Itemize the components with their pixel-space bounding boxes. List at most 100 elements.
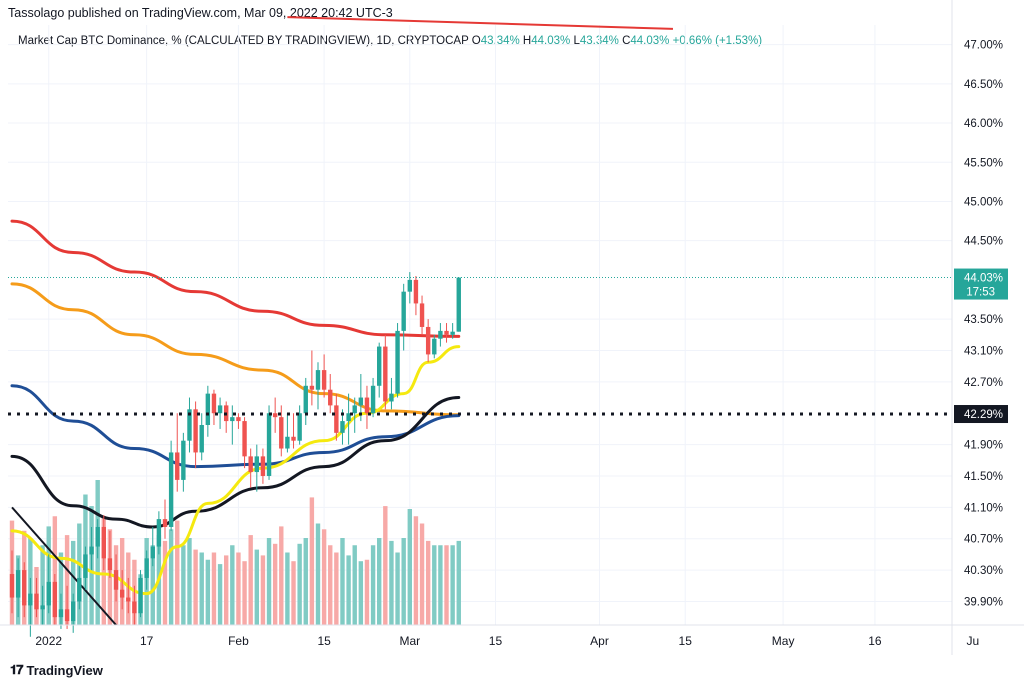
candle-body — [46, 581, 51, 606]
volume-bar — [193, 549, 198, 625]
volume-bar — [413, 516, 419, 625]
volume-bar — [230, 545, 235, 625]
volume-bar — [425, 540, 431, 625]
last-price-badge — [954, 268, 1008, 300]
volume-bar — [272, 543, 278, 625]
candle-body — [419, 303, 425, 327]
volume-bar — [358, 561, 364, 625]
candle-body — [199, 425, 204, 453]
y-tick-label: 46.50% — [964, 79, 1003, 91]
volume-bar — [224, 555, 229, 625]
candle-body — [175, 452, 180, 480]
volume-bar — [236, 552, 241, 625]
x-tick-label: Mar — [399, 634, 420, 648]
low-label: L — [573, 35, 580, 47]
candle-body — [328, 389, 333, 406]
volume-bar — [456, 540, 461, 625]
candle-body — [444, 330, 449, 335]
candle-body — [34, 593, 39, 610]
candle-body — [150, 546, 155, 559]
candle-body — [217, 405, 223, 414]
tradingview-logo-icon[interactable]: 𝟏𝟕 — [10, 662, 24, 677]
volume-bar — [321, 529, 327, 625]
volume-bar — [395, 552, 400, 625]
volume-bar — [315, 523, 321, 625]
close-label: C — [622, 35, 631, 47]
candle-body — [107, 558, 113, 571]
candle-body — [456, 277, 461, 332]
x-tick-label: 17 — [140, 634, 154, 648]
candle-body — [266, 413, 272, 476]
candle-body — [52, 581, 58, 618]
candle-body — [181, 440, 186, 480]
candle-body — [340, 421, 345, 433]
candle-body — [211, 393, 217, 414]
candle-body — [101, 526, 106, 559]
trend-line — [11, 506, 117, 626]
volume-bar — [260, 555, 266, 625]
candle-body — [22, 570, 27, 606]
volume-bar — [303, 538, 308, 625]
y-tick-label: 41.50% — [964, 471, 1003, 483]
moving-average-line — [10, 345, 461, 596]
candle-body — [28, 593, 33, 606]
volume-bar — [309, 497, 315, 625]
volume-bar — [444, 545, 449, 625]
candle-body — [395, 330, 400, 394]
trend-line — [287, 16, 673, 30]
volume-bar — [297, 543, 302, 625]
candle-body — [168, 452, 174, 527]
candle-body — [358, 397, 364, 406]
x-tick-label: 2022 — [35, 634, 62, 648]
y-tick-label: 45.50% — [964, 157, 1003, 169]
y-tick-label: 47.00% — [964, 40, 1003, 52]
close-value: 44.03% — [630, 35, 670, 47]
candle-body — [364, 397, 370, 414]
volume-bar — [285, 552, 290, 625]
symbol-title[interactable]: Market Cap BTC Dominance, % (CALCULATED … — [18, 35, 469, 47]
candle-body — [321, 370, 327, 390]
volume-bar — [328, 545, 333, 625]
candle-body — [285, 436, 290, 449]
candle-body — [9, 574, 15, 598]
high-value: 44.03% — [531, 35, 571, 47]
volume-bar — [383, 506, 388, 625]
volume-bar — [364, 559, 370, 625]
candle-body — [260, 456, 266, 476]
symbol-legend: Market Cap BTC Dominance, % (CALCULATED … — [18, 35, 762, 47]
open-label: O — [471, 35, 481, 47]
volume-bar — [162, 540, 168, 625]
candle-body — [334, 405, 339, 433]
volume-bar — [254, 549, 259, 625]
volume-bar — [248, 535, 253, 625]
volume-bar — [377, 538, 382, 625]
level-badge — [954, 405, 1008, 424]
volume-bar — [266, 538, 272, 625]
candle-body — [156, 519, 162, 547]
x-tick-label: 16 — [868, 634, 882, 648]
brand-name[interactable]: TradingView — [26, 662, 103, 678]
candle-body — [352, 405, 357, 414]
volume-bar — [291, 561, 296, 625]
x-tick-label: 15 — [317, 634, 331, 648]
footer-brand: 𝟏𝟕 TradingView — [10, 662, 103, 678]
candle-body — [77, 577, 82, 602]
volume-bar — [419, 523, 425, 625]
volume-bar — [211, 552, 217, 625]
x-tick-label: Apr — [590, 634, 609, 648]
volume-bar — [205, 559, 211, 625]
candle-body — [377, 346, 382, 386]
countdown-label: 17:53 — [966, 287, 995, 299]
candle-body — [248, 456, 253, 473]
candle-body — [162, 519, 168, 527]
volume-bar — [407, 509, 412, 625]
candle-body — [303, 385, 308, 414]
candle-body — [236, 417, 241, 422]
volume-bar — [389, 540, 394, 625]
moving-average-line — [10, 396, 461, 529]
x-tick-label: Ju — [966, 634, 979, 648]
volume-bar — [217, 564, 223, 625]
candle-body — [309, 385, 315, 390]
candle-body — [187, 409, 192, 441]
